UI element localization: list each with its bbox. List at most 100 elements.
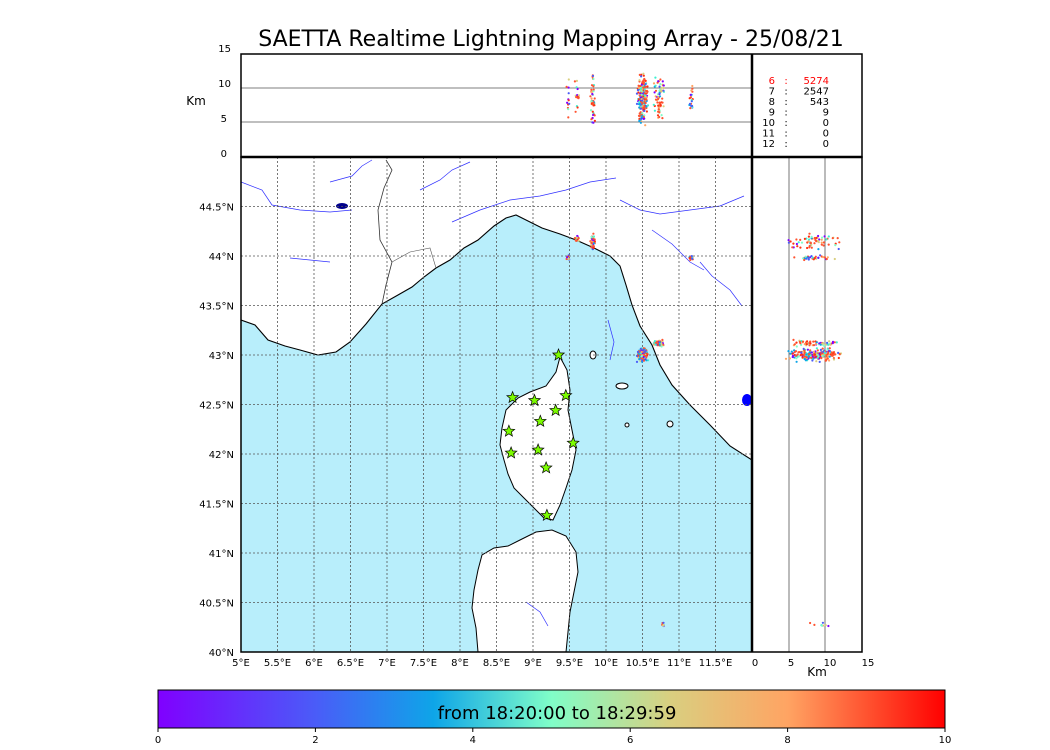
lightning-source-altitude — [643, 109, 646, 112]
lightning-source-altitude — [652, 103, 655, 106]
lightning-source-side — [812, 344, 816, 347]
lightning-source-side — [824, 624, 827, 627]
count-value: 0 — [823, 129, 829, 140]
lightning-source-side — [821, 355, 824, 358]
station-star-icon — [505, 390, 520, 404]
lightning-source-altitude — [660, 86, 663, 89]
lightning-source-side — [826, 256, 829, 259]
altitude-tick-15: 15 — [218, 44, 231, 55]
lon-tick-label: 9°E — [524, 658, 542, 669]
lightning-source-side — [795, 238, 798, 241]
lat-tick-label: 40.5°N — [199, 599, 234, 610]
lightning-source — [688, 257, 691, 260]
lightning-source — [654, 343, 657, 346]
lightning-source — [658, 343, 661, 346]
lightning-source-altitude — [641, 81, 644, 84]
lightning-source-side — [827, 243, 830, 246]
lightning-source — [642, 348, 645, 351]
lightning-source-altitude — [643, 94, 646, 97]
lightning-source-altitude — [642, 74, 645, 77]
lightning-source-side — [793, 343, 796, 346]
lightning-source — [640, 355, 643, 358]
lightning-source-altitude — [643, 97, 646, 100]
altitude-tick-0: 0 — [221, 149, 227, 160]
lightning-source-side — [809, 340, 812, 343]
station-star-icon — [559, 388, 573, 402]
lightning-source-altitude — [644, 86, 647, 89]
lightning-source-altitude — [642, 79, 646, 82]
count-separator: : — [784, 108, 787, 119]
lightning-source-altitude — [641, 112, 644, 115]
lon-tick-label: 8°E — [451, 658, 469, 669]
lightning-source-side — [821, 347, 824, 350]
lightning-source-side — [801, 356, 804, 359]
lightning-source-altitude — [661, 80, 664, 83]
lightning-source-side — [793, 356, 796, 359]
lightning-source-side — [815, 347, 819, 350]
lightning-source — [590, 241, 593, 245]
count-separator: : — [784, 129, 787, 140]
count-value: 0 — [823, 118, 829, 129]
lightning-source-side — [812, 350, 816, 353]
lightning-source-altitude — [592, 102, 595, 105]
lightning-source — [566, 256, 569, 259]
lightning-source-side — [831, 340, 835, 343]
lightning-source-altitude — [639, 107, 642, 110]
lightning-source-side — [803, 358, 807, 361]
count-separator: : — [784, 97, 787, 108]
colorbar: from 18:20:00 to 18:29:59 0 2 4 6 8 10 — [155, 689, 951, 746]
lightning-source-altitude — [689, 107, 692, 110]
lightning-source-side — [822, 241, 826, 244]
lightning-source — [646, 359, 650, 362]
map-grid — [241, 157, 752, 652]
lightning-source-side — [793, 256, 796, 259]
lightning-source — [644, 349, 647, 353]
lightning-source — [640, 350, 643, 353]
lightning-source — [639, 347, 642, 350]
lightning-source-side — [816, 353, 819, 356]
elba-island — [615, 382, 629, 390]
lightning-source-altitude — [662, 86, 665, 90]
lightning-source-altitude — [575, 96, 578, 99]
lightning-source-altitude — [590, 88, 593, 91]
lightning-source-side — [808, 238, 811, 241]
lightning-source-altitude — [565, 85, 568, 88]
lightning-source-side — [796, 353, 799, 356]
lightning-source-altitude — [645, 90, 648, 93]
lightning-source — [577, 239, 581, 242]
lightning-source-side — [810, 246, 813, 249]
montecristo-island — [624, 422, 630, 428]
lightning-source-side — [796, 245, 799, 248]
lightning-source-side — [795, 341, 798, 344]
lightning-source-altitude — [640, 83, 643, 86]
count-separator: : — [784, 87, 787, 98]
lightning-source-side — [819, 254, 822, 257]
lightning-source-side — [837, 351, 840, 354]
lightning-source-altitude — [688, 102, 692, 105]
lightning-source-altitude — [691, 104, 694, 108]
lightning-source-side — [789, 352, 792, 355]
lightning-source — [689, 258, 692, 262]
colorbar-ticks: 0 2 4 6 8 10 — [155, 728, 951, 746]
lon-tick-label: 5.5°E — [264, 658, 291, 669]
lightning-source — [636, 350, 640, 353]
altitude-unit-label: Km — [186, 94, 206, 108]
lightning-source-side — [813, 623, 816, 627]
lightning-source-side — [805, 353, 808, 356]
lightning-source — [658, 341, 662, 344]
lightning-source-side — [810, 351, 813, 354]
figure-title: SAETTA Realtime Lightning Mapping Array … — [258, 27, 844, 52]
lightning-source-altitude — [656, 114, 660, 117]
count-value: 543 — [810, 97, 829, 108]
lightning-source-altitude — [576, 87, 579, 91]
station-star-icon — [504, 446, 518, 459]
lightning-source-side — [798, 340, 802, 343]
lightning-source-altitude — [690, 89, 693, 92]
count-level: 9 — [769, 108, 775, 119]
lightning-source-side — [791, 246, 794, 249]
lightning-source-altitude — [638, 112, 641, 115]
lightning-source-side — [792, 242, 795, 245]
side-unit-label: Km — [807, 665, 827, 679]
count-level: 12 — [762, 139, 775, 150]
